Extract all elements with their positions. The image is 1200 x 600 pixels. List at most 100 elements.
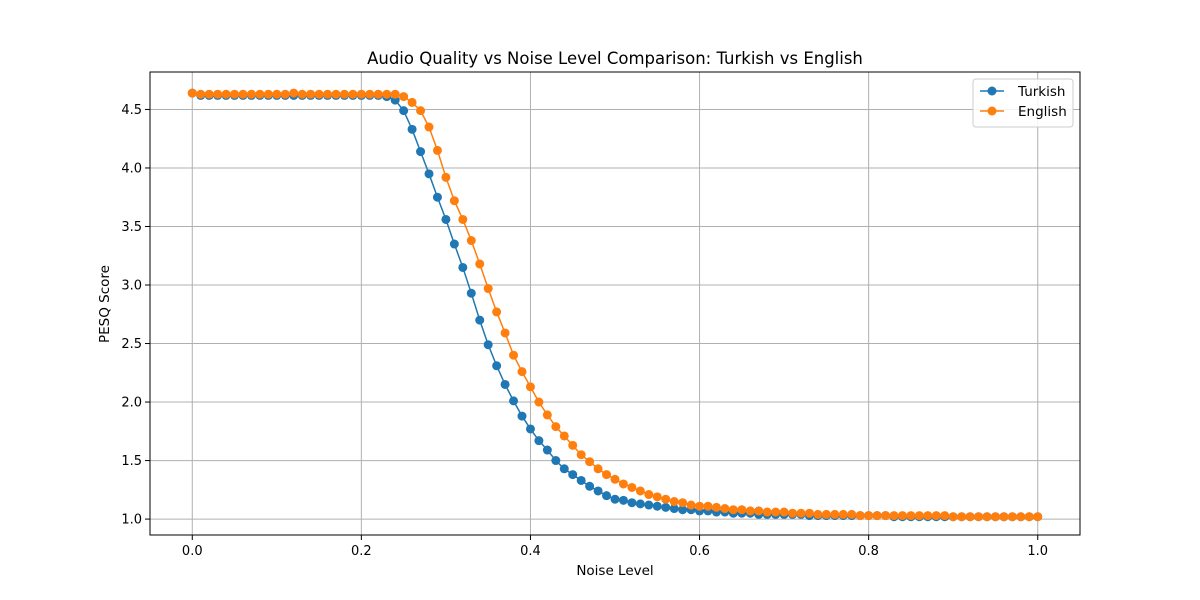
data-point-turkish [416, 147, 426, 157]
x-tick-label: 0.4 [520, 544, 541, 559]
data-point-english [1033, 512, 1043, 522]
y-tick-label: 4.5 [121, 103, 142, 118]
data-point-english [196, 89, 206, 99]
x-tick-label: 1.0 [1027, 544, 1048, 559]
data-point-turkish [441, 214, 451, 224]
data-point-english [957, 512, 967, 522]
data-point-english [297, 89, 307, 99]
data-point-english [644, 490, 654, 500]
data-point-english [424, 122, 434, 132]
data-point-english [509, 350, 519, 360]
data-point-english [204, 89, 214, 99]
y-tick-label: 1.0 [121, 513, 142, 528]
data-point-english [475, 259, 485, 269]
data-point-turkish [585, 481, 595, 491]
data-point-turkish [407, 124, 417, 134]
y-tick-label: 2.5 [121, 337, 142, 352]
data-point-turkish [551, 456, 561, 466]
data-point-english [1016, 512, 1026, 522]
data-point-english [314, 89, 324, 99]
data-point-english [796, 508, 806, 518]
data-point-english [881, 511, 891, 521]
data-point-english [931, 511, 941, 521]
x-axis: 0.0 0.2 0.4 0.6 0.8 1.0 [182, 535, 1048, 559]
data-point-english [230, 89, 240, 99]
data-point-english [830, 509, 840, 519]
data-point-english [331, 89, 341, 99]
data-point-english [399, 92, 409, 102]
data-point-english [213, 89, 223, 99]
data-point-turkish [627, 498, 637, 508]
data-point-english [593, 464, 603, 474]
data-point-english [382, 89, 392, 99]
data-point-english [551, 422, 561, 432]
data-point-english [280, 89, 290, 99]
data-point-english [999, 512, 1009, 522]
data-point-english [788, 508, 798, 518]
data-point-english [779, 507, 789, 517]
data-point-turkish [466, 288, 476, 298]
y-tick-label: 3.5 [121, 220, 142, 235]
data-point-turkish [449, 239, 459, 249]
data-point-english [323, 89, 333, 99]
data-point-turkish [534, 436, 544, 446]
data-point-english [745, 506, 755, 516]
data-point-english [534, 397, 544, 407]
data-point-english [771, 507, 781, 517]
data-point-turkish [483, 340, 493, 350]
data-point-english [559, 431, 569, 441]
x-tick-label: 0.0 [182, 544, 203, 559]
data-point-english [635, 486, 645, 496]
y-tick-label: 2.0 [121, 396, 142, 411]
data-point-turkish [644, 500, 654, 510]
data-point-english [914, 511, 924, 521]
data-point-turkish [559, 464, 569, 474]
data-point-english [948, 512, 958, 522]
data-point-english [356, 89, 366, 99]
data-point-english [754, 506, 764, 516]
legend-label-english: English [1018, 104, 1067, 120]
data-point-english [1024, 512, 1034, 522]
data-point-turkish [399, 106, 409, 116]
data-point-english [872, 511, 882, 521]
data-point-english [618, 479, 628, 489]
data-point-english [255, 89, 265, 99]
data-point-english [627, 482, 637, 492]
data-point-english [500, 328, 510, 338]
data-point-turkish [432, 192, 442, 202]
data-point-turkish [635, 499, 645, 509]
data-point-english [483, 284, 493, 294]
data-point-english [669, 497, 679, 507]
data-point-english [923, 511, 933, 521]
data-point-english [965, 512, 975, 522]
legend-marker-turkish [987, 86, 997, 96]
data-point-english [441, 172, 451, 182]
data-point-english [940, 511, 950, 521]
data-point-english [585, 457, 595, 467]
data-point-english [974, 512, 984, 522]
plot-frame [149, 71, 1081, 536]
data-point-turkish [661, 502, 671, 512]
data-point-english [703, 501, 713, 511]
data-point-english [720, 504, 730, 514]
series-english [187, 88, 1043, 522]
data-point-english [652, 492, 662, 502]
data-point-english [804, 508, 814, 518]
data-point-turkish [576, 475, 586, 485]
series-layer [187, 88, 1043, 522]
data-point-english [610, 474, 620, 484]
data-point-english [576, 450, 586, 460]
data-point-english [906, 511, 916, 521]
data-point-english [407, 97, 417, 107]
data-point-turkish [568, 470, 578, 480]
data-point-turkish [602, 491, 612, 501]
data-point-english [373, 89, 383, 99]
data-point-english [449, 196, 459, 206]
x-tick-label: 0.6 [689, 544, 710, 559]
data-point-english [289, 88, 299, 98]
data-point-turkish [500, 379, 510, 389]
data-point-turkish [458, 262, 468, 272]
data-point-english [897, 511, 907, 521]
data-point-english [187, 88, 197, 98]
data-point-english [821, 509, 831, 519]
